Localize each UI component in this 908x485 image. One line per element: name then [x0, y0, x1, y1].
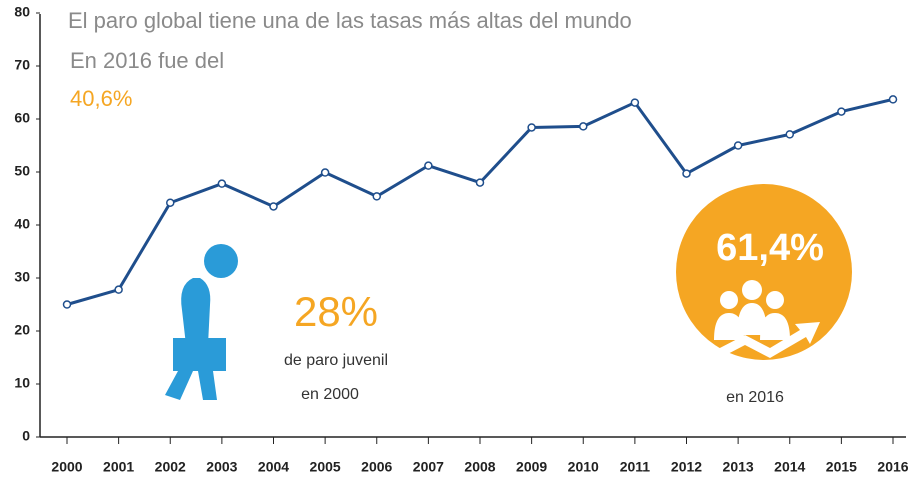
- point: [322, 169, 329, 176]
- point: [683, 170, 690, 177]
- point: [218, 180, 225, 187]
- x-tick-label: 2004: [258, 459, 289, 475]
- annotation: de paro juvenil: [284, 352, 388, 369]
- x-tick-label: 2008: [464, 459, 495, 475]
- point: [786, 131, 793, 138]
- point: [580, 123, 587, 130]
- annotation: 61,4%: [716, 227, 824, 269]
- y-tick-label: 60: [14, 110, 30, 126]
- y-tick-label: 10: [14, 375, 30, 391]
- annotation: en 2016: [726, 389, 784, 406]
- x-tick-label: 2002: [155, 459, 186, 475]
- point: [115, 286, 122, 293]
- x-tick-label: 2000: [51, 459, 82, 475]
- x-tick-label: 2014: [774, 459, 805, 475]
- y-tick-label: 50: [14, 163, 30, 179]
- x-tick-label: 2012: [671, 459, 702, 475]
- annotation: 28%: [294, 288, 378, 335]
- page: {"chart_data": {"type": "line", "title":…: [0, 0, 908, 485]
- x-tick-label: 2013: [723, 459, 754, 475]
- y-tick-label: 40: [14, 216, 30, 232]
- point: [373, 193, 380, 200]
- x-tick-label: 2011: [620, 459, 651, 475]
- x-tick-label: 2005: [310, 459, 341, 475]
- point: [167, 199, 174, 206]
- y-tick-label: 80: [14, 4, 30, 20]
- x-tick-label: 2009: [516, 459, 547, 475]
- x-tick-label: 2015: [826, 459, 857, 475]
- point: [735, 142, 742, 149]
- chart: El paro global tiene una de las tasas má…: [0, 0, 908, 485]
- x-tick-label: 2001: [103, 459, 134, 475]
- person-icon: [165, 244, 238, 400]
- y-tick-label: 70: [14, 57, 30, 73]
- x-tick-label: 2007: [413, 459, 444, 475]
- point: [631, 99, 638, 106]
- y-tick-label: 20: [14, 322, 30, 338]
- highlight: 40,6%: [70, 86, 132, 111]
- y-tick-label: 0: [22, 428, 30, 444]
- point: [838, 108, 845, 115]
- x-tick-label: 2003: [206, 459, 237, 475]
- point: [425, 162, 432, 169]
- point: [270, 203, 277, 210]
- chart-title: El paro global tiene una de las tasas má…: [68, 8, 632, 33]
- point: [890, 96, 897, 103]
- point: [528, 124, 535, 131]
- subtitle: En 2016 fue del: [70, 48, 224, 73]
- point: [64, 301, 71, 308]
- x-tick-label: 2016: [877, 459, 908, 475]
- point: [477, 179, 484, 186]
- y-tick-label: 30: [14, 269, 30, 285]
- x-tick-label: 2006: [361, 459, 392, 475]
- x-tick-label: 2010: [568, 459, 599, 475]
- annotation: en 2000: [301, 386, 359, 403]
